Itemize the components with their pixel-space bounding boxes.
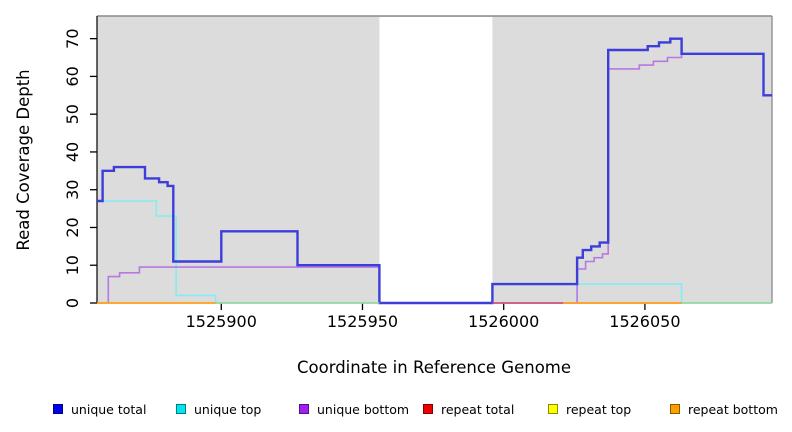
y-tick-label: 10 [63, 255, 82, 275]
legend-swatch-unique-top [176, 404, 186, 414]
legend-item-repeat-bottom: repeat bottom [670, 399, 778, 419]
x-tick-label: 1525950 [327, 312, 398, 331]
y-tick-label: 30 [63, 180, 82, 200]
legend-swatch-unique-total [53, 404, 63, 414]
legend-label-unique-total: unique total [71, 401, 147, 417]
masked-region [379, 17, 493, 303]
y-tick-label: 70 [63, 28, 82, 48]
y-axis-title: Read Coverage Depth [14, 69, 33, 250]
legend: unique total unique top unique bottom re… [0, 399, 792, 423]
series-line-unique-total [97, 37, 772, 305]
plot-generated-content: 1525900 1525950 1526000 1526050 0 10 20 30 40 50 6… [63, 15, 773, 331]
y-tick-label: 20 [63, 217, 82, 237]
legend-swatch-repeat-bottom [670, 404, 680, 414]
legend-swatch-repeat-total [423, 404, 433, 414]
legend-item-unique-total: unique total [53, 399, 146, 419]
y-tick-label: 0 [63, 298, 82, 308]
legend-label-repeat-bottom: repeat bottom [688, 401, 778, 417]
series-line-unique-bottom [97, 53, 772, 304]
legend-item-repeat-top: repeat top [548, 399, 631, 419]
y-tick-label: 60 [63, 66, 82, 86]
series-line-unique-top [97, 200, 772, 304]
coverage-plot: 1525900 1525950 1526000 1526050 0 10 20 30 40 50 6… [14, 15, 773, 377]
legend-label-unique-bottom: unique bottom [317, 401, 410, 417]
legend-label-repeat-total: repeat total [441, 401, 515, 417]
legend-item-unique-top: unique top [176, 399, 261, 419]
x-axis-title: Coordinate in Reference Genome [297, 358, 571, 377]
legend-label-unique-top: unique top [194, 401, 262, 417]
legend-swatch-repeat-top [548, 404, 558, 414]
legend-item-repeat-total: repeat total [423, 399, 514, 419]
legend-item-unique-bottom: unique bottom [299, 399, 409, 419]
x-tick-label: 1526050 [609, 312, 680, 331]
y-tick-label: 40 [63, 142, 82, 162]
x-tick-label: 1525900 [186, 312, 257, 331]
y-tick-label: 50 [63, 104, 82, 124]
legend-swatch-unique-bottom [299, 404, 309, 414]
x-tick-label: 1526000 [468, 312, 539, 331]
legend-label-repeat-top: repeat top [566, 401, 632, 417]
